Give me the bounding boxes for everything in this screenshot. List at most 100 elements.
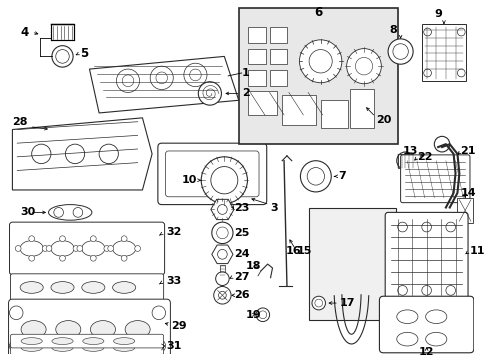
Circle shape [397, 222, 407, 232]
Ellipse shape [52, 338, 73, 345]
Bar [282, 95, 315, 125]
Text: 9: 9 [433, 9, 441, 19]
Text: 8: 8 [388, 25, 396, 35]
Bar [248, 90, 277, 115]
Ellipse shape [20, 241, 43, 256]
Text: 32: 32 [166, 227, 182, 237]
Circle shape [116, 69, 139, 93]
Circle shape [156, 72, 167, 84]
Circle shape [73, 207, 82, 217]
Ellipse shape [425, 332, 446, 346]
Circle shape [299, 40, 341, 83]
Circle shape [135, 246, 140, 251]
Circle shape [46, 246, 52, 251]
Ellipse shape [48, 204, 92, 220]
Circle shape [217, 204, 227, 214]
Ellipse shape [52, 345, 73, 351]
Circle shape [216, 227, 228, 239]
Ellipse shape [112, 241, 136, 256]
Text: 26: 26 [233, 290, 249, 300]
Circle shape [9, 306, 23, 320]
Circle shape [445, 285, 455, 295]
FancyBboxPatch shape [385, 212, 467, 301]
Bar [248, 27, 265, 43]
Circle shape [423, 69, 430, 77]
Circle shape [54, 207, 63, 217]
Ellipse shape [21, 345, 42, 351]
Circle shape [29, 236, 35, 242]
Ellipse shape [21, 338, 42, 345]
Bar [421, 24, 465, 81]
Polygon shape [210, 199, 233, 220]
Circle shape [189, 69, 201, 81]
Text: 6: 6 [314, 6, 322, 19]
FancyBboxPatch shape [158, 143, 266, 204]
Circle shape [210, 167, 237, 194]
Text: 19: 19 [245, 310, 261, 320]
Text: 2: 2 [241, 89, 249, 98]
Text: 30: 30 [20, 207, 35, 217]
Circle shape [387, 39, 412, 64]
Text: 15: 15 [296, 246, 311, 256]
Text: 4: 4 [20, 26, 28, 39]
Circle shape [121, 236, 127, 242]
Circle shape [52, 46, 73, 67]
Circle shape [152, 306, 165, 320]
FancyBboxPatch shape [10, 274, 163, 302]
Circle shape [456, 28, 464, 36]
Ellipse shape [20, 282, 43, 293]
Text: 3: 3 [270, 203, 278, 212]
Bar [248, 70, 265, 86]
Circle shape [60, 236, 65, 242]
Text: 23: 23 [233, 203, 249, 212]
FancyBboxPatch shape [400, 155, 469, 203]
Circle shape [152, 339, 165, 353]
Ellipse shape [113, 345, 135, 351]
Text: 20: 20 [376, 115, 391, 125]
Text: 10: 10 [182, 175, 197, 185]
Bar [308, 207, 395, 320]
Ellipse shape [396, 332, 417, 346]
FancyBboxPatch shape [379, 296, 473, 353]
Circle shape [213, 287, 231, 304]
FancyBboxPatch shape [10, 341, 163, 355]
Circle shape [306, 167, 324, 185]
Circle shape [32, 144, 51, 164]
Circle shape [201, 157, 247, 204]
Circle shape [150, 66, 173, 90]
Ellipse shape [81, 282, 104, 293]
Text: 5: 5 [80, 47, 88, 60]
Circle shape [300, 161, 330, 192]
Circle shape [256, 308, 269, 321]
Text: 22: 22 [416, 152, 431, 162]
Ellipse shape [81, 241, 104, 256]
Text: 12: 12 [418, 347, 433, 357]
Bar [51, 24, 74, 40]
Text: 29: 29 [171, 321, 186, 332]
Bar [219, 265, 225, 275]
Circle shape [90, 255, 96, 261]
Circle shape [29, 255, 35, 261]
Text: 27: 27 [233, 272, 249, 282]
Text: 16: 16 [285, 246, 301, 256]
Circle shape [445, 222, 455, 232]
Circle shape [56, 50, 69, 63]
Text: 28: 28 [12, 117, 28, 127]
Bar [238, 8, 397, 144]
Circle shape [90, 236, 96, 242]
Circle shape [311, 296, 325, 310]
Circle shape [215, 272, 229, 285]
Circle shape [392, 44, 407, 59]
Bar [349, 89, 373, 127]
Circle shape [183, 63, 206, 87]
Text: 13: 13 [402, 146, 417, 156]
Circle shape [65, 144, 84, 164]
Circle shape [355, 57, 372, 75]
Ellipse shape [90, 321, 115, 338]
Circle shape [423, 28, 430, 36]
Text: 1: 1 [241, 68, 249, 78]
Circle shape [421, 222, 430, 232]
Circle shape [396, 152, 413, 170]
Ellipse shape [56, 321, 81, 338]
Circle shape [314, 299, 322, 307]
